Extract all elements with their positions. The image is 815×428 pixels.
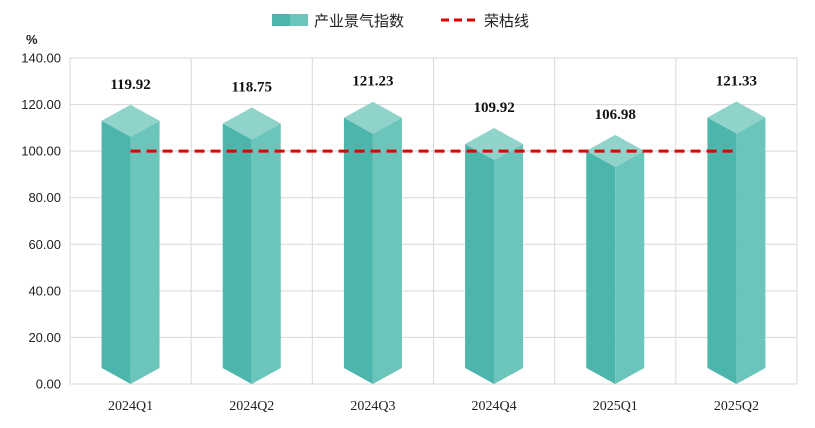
bar-right-face — [736, 117, 766, 384]
gridlines — [69, 57, 798, 385]
x-tick-label: 2024Q3 — [350, 399, 395, 414]
bar-right-face — [372, 117, 402, 385]
y-tick-label: 0.00 — [36, 377, 61, 392]
bar-top-face — [707, 101, 766, 134]
y-tick-label: 100.00 — [21, 144, 61, 159]
bar-left-face — [343, 117, 373, 385]
x-tick-label: 2024Q2 — [229, 399, 274, 414]
bar-2024Q2[interactable]: 118.75 — [222, 79, 281, 384]
data-label: 119.92 — [110, 77, 150, 93]
bar-left-face — [586, 150, 616, 384]
bar-2024Q4[interactable]: 109.92 — [465, 100, 524, 384]
x-tick-label: 2025Q2 — [714, 399, 759, 414]
y-axis: 0.00 20.00 40.00 60.00 80.00 100.00 120.00 140.… — [21, 51, 61, 392]
data-label: 118.75 — [232, 79, 272, 95]
bar-2025Q2[interactable]: 121.33 — [707, 73, 766, 384]
bar-2024Q1[interactable]: 119.92 — [101, 77, 160, 384]
legend-label-line: 荣枯线 — [484, 12, 529, 30]
y-tick-label: 140.00 — [21, 51, 61, 66]
data-label: 121.33 — [716, 73, 757, 89]
bar-left-face — [222, 123, 252, 384]
y-axis-unit-label: % — [26, 32, 38, 47]
bar-2025Q1[interactable]: 106.98 — [586, 107, 645, 384]
bar-right-face — [130, 120, 160, 384]
legend-item-line[interactable]: 荣枯线 — [441, 12, 529, 30]
legend-label-bar: 产业景气指数 — [314, 12, 404, 30]
y-tick-label: 80.00 — [28, 190, 61, 205]
data-label: 106.98 — [595, 107, 636, 123]
bar-right-face — [494, 144, 524, 384]
bars: 119.92 118.75 121.23 109.92 106.98 121.33 — [101, 73, 766, 385]
x-tick-label: 2024Q4 — [472, 399, 517, 414]
data-label: 121.23 — [352, 74, 393, 90]
y-tick-label: 60.00 — [28, 237, 61, 252]
bar-top-face — [343, 101, 402, 134]
bar-left-face — [707, 117, 737, 384]
bar-left-face — [101, 120, 131, 384]
legend-item-bar[interactable]: 产业景气指数 — [272, 12, 404, 30]
bar-top-face — [222, 107, 281, 140]
legend-swatch-bar — [272, 14, 290, 26]
legend-swatch-bar-face — [290, 14, 308, 26]
x-tick-label: 2025Q1 — [593, 399, 638, 414]
y-tick-label: 120.00 — [21, 97, 61, 112]
y-tick-label: 20.00 — [28, 330, 61, 345]
bar-right-face — [251, 123, 281, 384]
x-axis: 2024Q1 2024Q2 2024Q3 2024Q4 2025Q1 2025Q2 — [108, 399, 759, 414]
bar-left-face — [465, 144, 495, 384]
bar-right-face — [615, 150, 645, 384]
bar-top-face — [101, 104, 160, 137]
data-label: 109.92 — [473, 100, 514, 116]
bar-2024Q3[interactable]: 121.23 — [343, 74, 402, 385]
legend: 产业景气指数 荣枯线 — [272, 12, 529, 30]
x-tick-label: 2024Q1 — [108, 399, 153, 414]
y-tick-label: 40.00 — [28, 283, 61, 298]
